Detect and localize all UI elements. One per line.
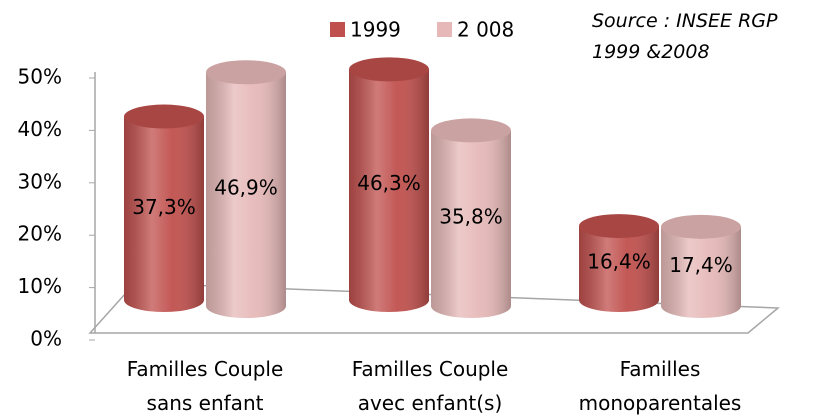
y-tick-label: 50% bbox=[18, 65, 62, 89]
data-label: 37,3% bbox=[132, 195, 196, 219]
data-label: 16,4% bbox=[587, 250, 651, 274]
y-tick-label: 20% bbox=[18, 222, 62, 246]
x-tick-label: Familles monoparentales bbox=[578, 357, 742, 415]
data-label: 46,9% bbox=[214, 176, 278, 200]
legend-label: 1999 bbox=[350, 18, 401, 42]
cylinder-shade bbox=[579, 226, 659, 312]
cylinder-shade bbox=[206, 72, 286, 318]
cylinder-top bbox=[661, 214, 741, 239]
data-label: 35,8% bbox=[439, 205, 503, 229]
cylinder-top bbox=[124, 104, 204, 129]
cylinder-top-shade bbox=[431, 118, 511, 143]
y-tick-label: 40% bbox=[18, 117, 62, 141]
x-tick-label: Familles Couple avec enfant(s) bbox=[351, 357, 509, 415]
cylinder-top bbox=[349, 57, 429, 82]
cylinder-shade bbox=[124, 116, 204, 312]
x-tick-label: Familles Couple sans enfant bbox=[126, 357, 284, 415]
cylinder-top-shade bbox=[661, 214, 741, 239]
cylinder-shade bbox=[431, 130, 511, 318]
cylinder-top bbox=[431, 118, 511, 143]
cylinder-top-shade bbox=[124, 104, 204, 129]
data-label: 46,3% bbox=[357, 171, 421, 195]
legend-label: 2 008 bbox=[457, 18, 514, 42]
floor bbox=[88, 282, 780, 334]
y-tick-label: 10% bbox=[18, 274, 62, 298]
cylinder-top-shade bbox=[349, 57, 429, 82]
cylinder-top bbox=[206, 60, 286, 85]
y-tick-label: 30% bbox=[18, 169, 62, 193]
data-label: 17,4% bbox=[669, 253, 733, 277]
cylinder-top bbox=[579, 214, 659, 239]
y-tick-label: 0% bbox=[30, 327, 62, 351]
legend-swatch bbox=[330, 22, 345, 37]
cylinder-shade bbox=[661, 226, 741, 318]
legend-swatch bbox=[437, 22, 452, 37]
cylinder-top-shade bbox=[579, 214, 659, 239]
cylinder-top-shade bbox=[206, 60, 286, 85]
source-note: Source : INSEE RGP 1999 &2008 bbox=[592, 10, 778, 63]
cylinder-shade bbox=[349, 69, 429, 312]
